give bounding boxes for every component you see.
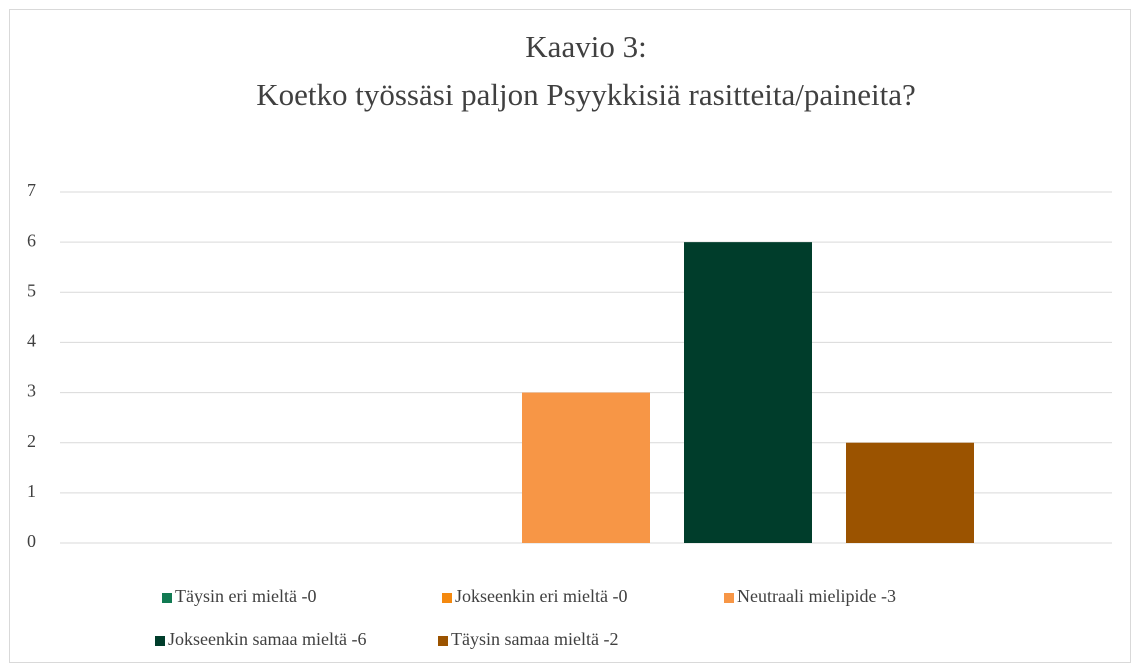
legend-swatch	[438, 636, 448, 646]
y-tick-label: 1	[27, 481, 36, 501]
legend-label: Jokseenkin samaa mieltä -6	[168, 629, 366, 649]
legend-label: Jokseenkin eri mieltä -0	[455, 586, 627, 606]
y-tick-label: 5	[27, 280, 36, 300]
y-tick-label: 6	[27, 230, 36, 250]
bar	[684, 242, 812, 543]
y-tick-label: 3	[27, 381, 36, 401]
y-tick-label: 4	[27, 331, 36, 351]
legend-swatch	[724, 593, 734, 603]
legend-label: Täysin eri mieltä -0	[175, 586, 316, 606]
chart-title: Kaavio 3:	[525, 29, 646, 64]
legend-swatch	[155, 636, 165, 646]
y-tick-label: 0	[27, 531, 36, 551]
y-tick-label: 2	[27, 431, 36, 451]
legend-label: Täysin samaa mieltä -2	[451, 629, 618, 649]
bar	[846, 442, 974, 543]
chart-title: Koetko työssäsi paljon Psyykkisiä rasitt…	[256, 77, 916, 112]
legend-swatch	[162, 593, 172, 603]
legend-swatch	[442, 593, 452, 603]
bar	[522, 392, 650, 543]
y-tick-label: 7	[27, 180, 36, 200]
chart-border	[9, 9, 1131, 663]
legend-label: Neutraali mielipide -3	[737, 586, 896, 606]
